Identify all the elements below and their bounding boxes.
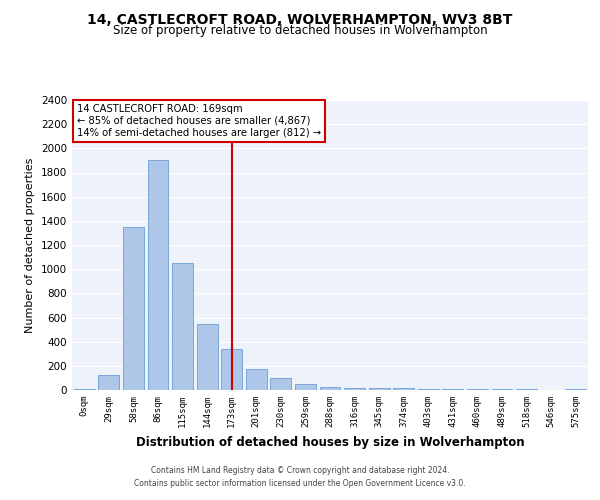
Bar [418, 389, 439, 390]
Text: 14 CASTLECROFT ROAD: 169sqm
← 85% of detached houses are smaller (4,867)
14% of : 14 CASTLECROFT ROAD: 169sqm ← 85% of det… [77, 104, 321, 138]
Bar [295, 384, 316, 390]
Bar [320, 386, 340, 390]
Bar [368, 388, 389, 390]
Text: Distribution of detached houses by size in Wolverhampton: Distribution of detached houses by size … [136, 436, 524, 449]
Bar [221, 349, 242, 390]
Bar [172, 263, 193, 390]
Bar [123, 227, 144, 390]
Bar [246, 369, 267, 390]
Bar [148, 160, 169, 390]
Text: 14, CASTLECROFT ROAD, WOLVERHAMPTON, WV3 8BT: 14, CASTLECROFT ROAD, WOLVERHAMPTON, WV3… [88, 12, 512, 26]
Text: Contains HM Land Registry data © Crown copyright and database right 2024.
Contai: Contains HM Land Registry data © Crown c… [134, 466, 466, 487]
Y-axis label: Number of detached properties: Number of detached properties [25, 158, 35, 332]
Bar [197, 324, 218, 390]
Bar [271, 378, 292, 390]
Bar [344, 388, 365, 390]
Bar [98, 375, 119, 390]
Bar [393, 388, 414, 390]
Bar [467, 389, 488, 390]
Text: Size of property relative to detached houses in Wolverhampton: Size of property relative to detached ho… [113, 24, 487, 37]
